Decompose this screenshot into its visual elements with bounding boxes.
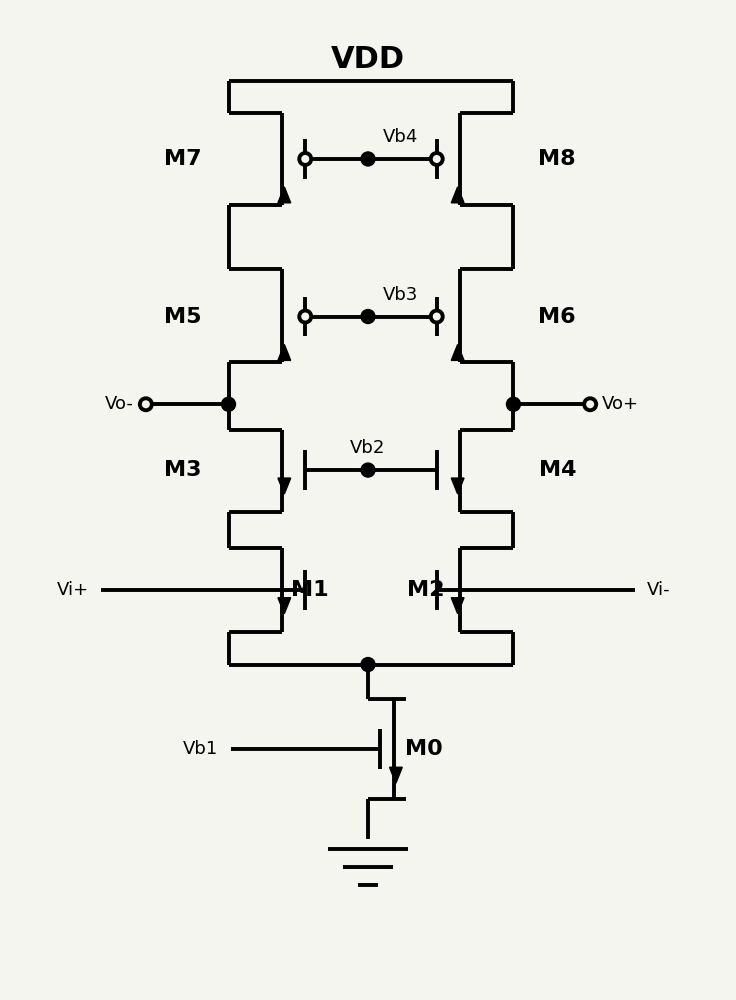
Polygon shape [451,187,464,203]
Text: M2: M2 [407,580,445,600]
Circle shape [506,397,520,411]
Polygon shape [278,478,291,494]
Circle shape [431,153,443,165]
Text: M7: M7 [164,149,202,169]
Text: M1: M1 [291,580,329,600]
Text: Vb4: Vb4 [383,128,418,146]
Text: Vb1: Vb1 [183,740,219,758]
Text: Vb3: Vb3 [383,286,418,304]
Text: M5: M5 [164,307,202,327]
Text: Vo-: Vo- [105,395,134,413]
Polygon shape [451,344,464,360]
Polygon shape [389,767,403,783]
Text: M4: M4 [539,460,576,480]
Circle shape [140,398,152,410]
Circle shape [361,152,375,166]
Circle shape [584,398,596,410]
Circle shape [431,311,443,322]
Text: Vb2: Vb2 [350,439,386,457]
Text: VDD: VDD [331,45,405,74]
Text: M8: M8 [539,149,576,169]
Circle shape [300,153,311,165]
Text: M6: M6 [539,307,576,327]
Text: Vi+: Vi+ [57,581,89,599]
Circle shape [361,658,375,672]
Polygon shape [451,598,464,614]
Circle shape [222,397,236,411]
Polygon shape [451,478,464,494]
Polygon shape [278,344,291,360]
Polygon shape [278,187,291,203]
Text: M3: M3 [164,460,202,480]
Circle shape [361,310,375,323]
Text: M0: M0 [405,739,442,759]
Text: Vo+: Vo+ [602,395,639,413]
Circle shape [361,463,375,477]
Circle shape [300,311,311,322]
Text: Vi-: Vi- [647,581,670,599]
Polygon shape [278,598,291,614]
